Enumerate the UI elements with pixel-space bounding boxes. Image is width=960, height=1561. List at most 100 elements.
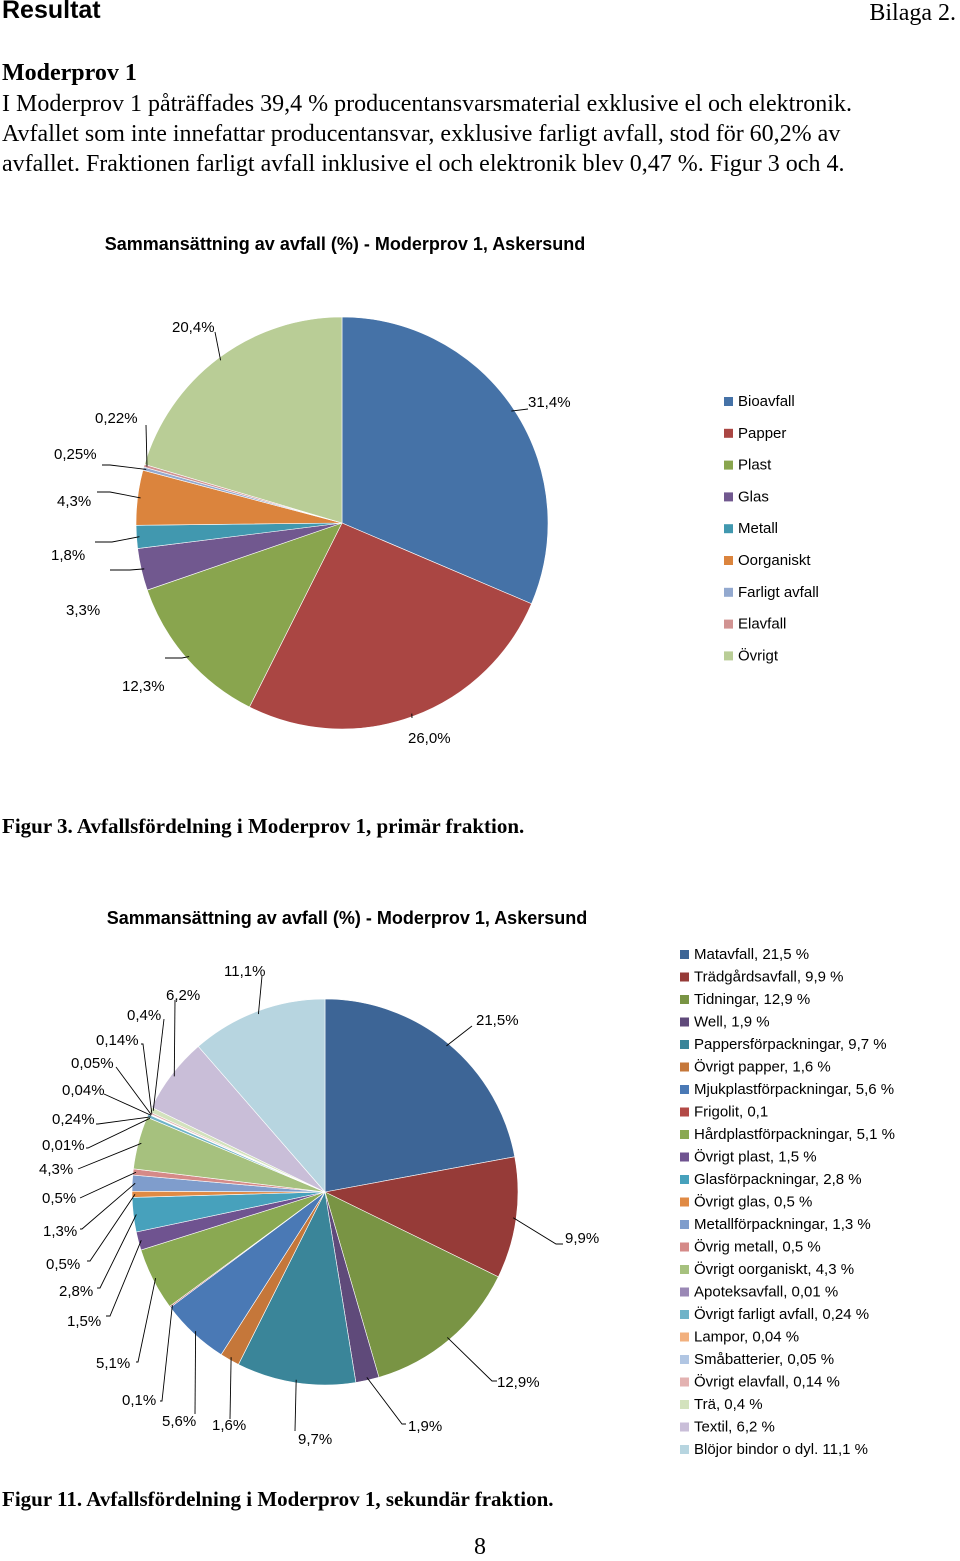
legend-swatch [680, 1152, 689, 1162]
pie-slice-papper [249, 522, 532, 730]
data-label: 0,01% [42, 1137, 85, 1154]
data-label: 1,6% [212, 1417, 246, 1434]
legend-item-mjukplastforpackningar: Mjukplastförpackningar, 5,6 % [694, 1081, 894, 1098]
data-label: 1,8% [51, 547, 85, 564]
data-label: 9,7% [298, 1431, 332, 1448]
leader-line [294, 1379, 297, 1432]
legend-swatch [680, 1197, 689, 1207]
leader-line [80, 1182, 136, 1230]
legend-swatch [724, 492, 733, 502]
data-label: 0,22% [95, 410, 138, 427]
leader-line [87, 1194, 136, 1262]
leader-line [152, 1018, 165, 1111]
data-label: 6,2% [166, 987, 200, 1004]
legend-item-papper: Papper [738, 425, 786, 442]
legend-swatch [680, 1130, 689, 1139]
legend-swatch [680, 972, 689, 982]
legend-swatch [680, 1422, 689, 1432]
data-label: 0,04% [62, 1082, 105, 1099]
leader-line [103, 1093, 152, 1116]
legend-item-frigolit: Frigolit, 0,1 [694, 1104, 768, 1121]
leader-line [79, 1171, 137, 1199]
legend-item-ovrig-metall: Övrig metall, 0,5 % [694, 1238, 821, 1256]
data-label: 26,0% [408, 730, 451, 747]
legend-item-metallforpackningar: Metallförpackningar, 1,3 % [694, 1216, 871, 1233]
legend-item-pappersforpackningar: Pappersförpackningar, 9,7 % [694, 1036, 887, 1053]
data-label: 3,3% [66, 602, 100, 619]
data-label: 0,1% [122, 1392, 156, 1409]
data-label: 0,24% [52, 1111, 95, 1128]
leader-line [102, 464, 147, 470]
data-label: 31,4% [528, 394, 571, 411]
legend-item-ovrigt-elavfall: Övrigt elavfall, 0,14 % [694, 1373, 840, 1391]
leader-line [446, 1025, 473, 1047]
legend-item-tra: Trä, 0,4 % [694, 1396, 763, 1413]
legend-swatch [680, 1377, 689, 1387]
leader-line [141, 1043, 153, 1114]
data-label: 12,9% [497, 1374, 540, 1391]
legend-swatch [680, 1287, 689, 1297]
legend-swatch [680, 1220, 689, 1229]
legend-item-blojor-bindor-o-dyl: Blöjor bindor o dyl. 11,1 % [694, 1441, 868, 1458]
data-label: 5,1% [96, 1355, 130, 1372]
legend-swatch [724, 587, 733, 597]
data-label: 4,3% [57, 493, 91, 510]
legend-swatch [680, 1107, 689, 1117]
legend-swatch [724, 428, 733, 438]
legend-item-metall: Metall [738, 520, 778, 537]
leader-line [145, 424, 148, 467]
pie-slice-ovrigt [144, 316, 343, 524]
paragraph-line-2: Avfallet som inte innefattar producentan… [2, 121, 841, 147]
leader-line [110, 568, 145, 571]
data-label: 1,5% [67, 1313, 101, 1330]
legend-swatch [724, 397, 733, 406]
leader-line [214, 331, 222, 361]
leader-line [86, 1117, 151, 1149]
legend-swatch [680, 995, 689, 1004]
legend-swatch [680, 1040, 689, 1049]
legend-swatch [680, 1017, 689, 1027]
legend-swatch [724, 460, 733, 470]
legend-item-hardplastforpackningar: Hårdplastförpackningar, 5,1 % [694, 1126, 895, 1143]
leader-line [97, 1214, 137, 1289]
leader-line [136, 1277, 157, 1363]
legend-swatch [680, 1265, 689, 1274]
legend-swatch [680, 1085, 689, 1094]
legend-swatch [680, 1400, 689, 1409]
data-label: 0,05% [71, 1055, 114, 1072]
data-label: 11,1% [224, 963, 265, 980]
legend-item-well: Well, 1,9 % [694, 1014, 770, 1031]
chart-title: Sammansättning av avfall (%) - Moderprov… [107, 908, 587, 928]
pie-slice-matavfall [324, 998, 516, 1193]
legend-swatch [680, 1242, 689, 1252]
data-label: 0,5% [46, 1256, 80, 1273]
paragraph-line-3: avfallet. Fraktionen farligt avfall inkl… [2, 151, 845, 177]
data-label: 9,9% [565, 1230, 599, 1247]
leader-line [229, 1357, 232, 1420]
legend-swatch [724, 619, 733, 629]
legend-item-matavfall: Matavfall, 21,5 % [694, 946, 809, 963]
data-label: 0,5% [42, 1190, 76, 1207]
page-number: 8 [474, 1534, 486, 1560]
data-label: 0,25% [54, 446, 97, 463]
leader-line [173, 999, 176, 1077]
leader-line [366, 1377, 406, 1425]
data-label: 5,6% [162, 1413, 196, 1430]
leader-line [257, 975, 263, 1015]
paragraph-line-1: I Moderprov 1 påträffades 39,4 % produce… [2, 91, 852, 117]
legend-swatch [680, 1332, 689, 1342]
legend-swatch [724, 556, 733, 565]
section-title: Resultat [2, 0, 101, 24]
pie-chart-primary: Sammansättning av avfall (%) - Moderprov… [51, 234, 819, 747]
leader-line [511, 408, 529, 412]
legend-item-glasforpackningar: Glasförpackningar, 2,8 % [694, 1171, 862, 1188]
data-label: 20,4% [172, 319, 215, 336]
section-heading: Moderprov 1 [2, 60, 137, 86]
legend-item-ovrigt-farligt-avfall: Övrigt farligt avfall, 0,24 % [694, 1305, 869, 1323]
pie-chart-secondary: Sammansättning av avfall (%) - Moderprov… [39, 908, 895, 1458]
legend-item-ovrigt-plast: Övrigt plast, 1,5 % [694, 1148, 817, 1166]
legend-item-ovrigt-oorganiskt: Övrigt oorganiskt, 4,3 % [694, 1260, 854, 1278]
data-label: 1,9% [408, 1418, 442, 1435]
leader-line [96, 1116, 151, 1125]
legend-item-textil: Textil, 6,2 % [694, 1419, 775, 1436]
